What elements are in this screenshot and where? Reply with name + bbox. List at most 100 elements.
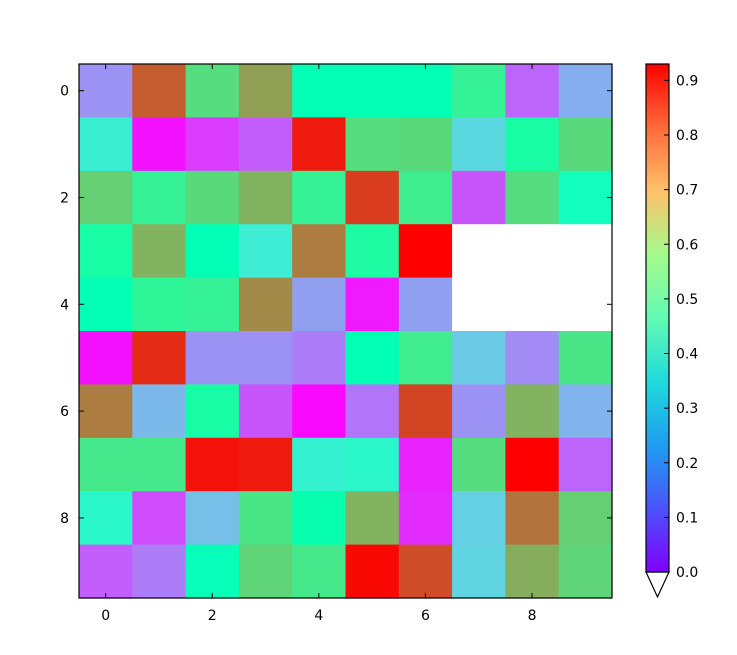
heatmap-cell: [398, 437, 453, 492]
heatmap-cell: [345, 384, 400, 439]
colorbar-gradient: [646, 64, 669, 572]
x-axis: 0 2 4 6 8: [101, 64, 537, 624]
heatmap-cell: [238, 437, 293, 492]
heatmap-cell: [132, 224, 187, 279]
heatmap-cell: [185, 224, 240, 279]
heatmap-cell: [132, 437, 187, 492]
heatmap-cell: [132, 384, 187, 439]
heatmap-cell: [79, 117, 133, 172]
heatmap-cell: [345, 277, 400, 332]
heatmap-cell: [505, 331, 560, 385]
heatmap-cell: [345, 170, 400, 225]
heatmap-cell: [398, 491, 453, 546]
heatmap-cell: [238, 331, 293, 385]
heatmap-cell: [292, 64, 347, 118]
heatmap-cell: [238, 64, 293, 118]
heatmap-cell: [345, 437, 400, 492]
heatmap-cell: [452, 491, 506, 546]
heatmap-cell: [452, 64, 506, 118]
heatmap-cell: [558, 170, 613, 225]
heatmap-cell: [238, 224, 293, 279]
heatmap-cell: [558, 384, 613, 439]
heatmap-cell: [79, 64, 133, 118]
heatmap-cell: [132, 170, 187, 225]
heatmap-cell: [292, 224, 347, 279]
heatmap-cell: [185, 331, 240, 385]
heatmap-cell: [132, 331, 187, 385]
heatmap-cell: [132, 544, 187, 599]
colorbar: 0.0 0.1 0.2 0.3 0.4 0.5 0.6 0.7 0.8 0.9: [645, 63, 698, 599]
heatmap-cell: [558, 331, 613, 385]
heatmap-cell: [238, 117, 293, 172]
heatmap-cell-masked: [505, 224, 560, 279]
heatmap-cell: [398, 117, 453, 172]
heatmap-cell: [238, 277, 293, 332]
heatmap-cell: [292, 544, 347, 599]
heatmap-cell: [452, 544, 506, 599]
heatmap-cell: [238, 544, 293, 599]
heatmap-cell: [292, 437, 347, 492]
heatmap-cell: [79, 491, 133, 546]
heatmap-cell: [345, 117, 400, 172]
heatmap-cell: [558, 544, 613, 599]
heatmap-cell: [452, 117, 506, 172]
heatmap-cell: [505, 117, 560, 172]
heatmap-cell: [132, 64, 187, 118]
colorbar-tick-label: 0.1: [676, 510, 698, 526]
heatmap-cell: [292, 117, 347, 172]
heatmap-cell: [558, 437, 613, 492]
heatmap-cell: [398, 277, 453, 332]
colorbar-tick-label: 0.0: [676, 565, 698, 581]
heatmap-cell: [505, 544, 560, 599]
heatmap-cell: [398, 170, 453, 225]
heatmap-cell-masked: [558, 277, 613, 332]
heatmap-cell: [345, 331, 400, 385]
colorbar-tick-label: 0.3: [676, 401, 698, 417]
heatmap-cell: [79, 170, 133, 225]
heatmap-cell: [238, 170, 293, 225]
plot-frame: [78, 63, 613, 599]
heatmap-cell: [185, 117, 240, 172]
colorbar-tick-label: 0.5: [676, 292, 698, 308]
heatmap-cell: [398, 544, 453, 599]
colorbar-tick-label: 0.4: [676, 347, 698, 363]
heatmap-cell: [398, 224, 453, 279]
heatmap-cell: [398, 384, 453, 439]
heatmap-cell: [79, 331, 133, 385]
colorbar-ticks: 0.0 0.1 0.2 0.3 0.4 0.5 0.6 0.7 0.8 0.9: [664, 73, 698, 581]
heatmap-cell: [185, 437, 240, 492]
heatmap-cell: [79, 224, 133, 279]
y-tick-label: 8: [60, 511, 69, 527]
y-tick-label: 6: [60, 404, 69, 420]
heatmap-cell: [345, 224, 400, 279]
x-tick-label: 2: [208, 608, 217, 624]
heatmap-cell: [452, 331, 506, 385]
heatmap-cell: [185, 170, 240, 225]
heatmap-cell-masked: [505, 277, 560, 332]
heatmap-cell: [185, 277, 240, 332]
heatmap-cell: [132, 277, 187, 332]
heatmap-cell: [238, 384, 293, 439]
heatmap-cell: [452, 437, 506, 492]
colorbar-frame: [645, 63, 670, 573]
heatmap-cell: [505, 491, 560, 546]
colorbar-tick-label: 0.8: [676, 128, 698, 144]
colorbar-tick-label: 0.7: [676, 183, 698, 199]
heatmap-cell: [185, 384, 240, 439]
x-tick-label: 0: [101, 608, 110, 624]
heatmap-cell-masked: [452, 277, 506, 332]
heatmap-cell: [505, 384, 560, 439]
x-tick-label: 4: [314, 608, 323, 624]
heatmap-cell: [505, 437, 560, 492]
heatmap-cell: [79, 544, 133, 599]
heatmap-cell-masked: [452, 224, 506, 279]
heatmap-cell: [79, 277, 133, 332]
heatmap-cell: [558, 64, 613, 118]
heatmap-cell: [238, 491, 293, 546]
heatmap-cell: [292, 491, 347, 546]
heatmap-cell: [292, 384, 347, 439]
heatmap-cell: [345, 544, 400, 599]
y-tick-label: 0: [60, 84, 69, 100]
heatmap-cell: [132, 491, 187, 546]
